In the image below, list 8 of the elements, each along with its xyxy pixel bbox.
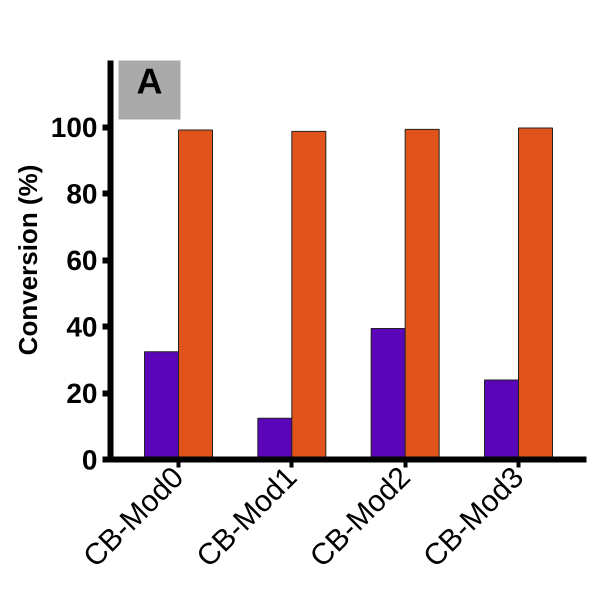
y-axis-title: Conversion (%)	[12, 164, 43, 356]
y-tick-label: 0	[82, 444, 98, 476]
y-tick-label: 100	[50, 112, 98, 143]
y-tick-label: 40	[66, 312, 98, 342]
y-tick-label: 80	[66, 178, 98, 210]
annotation: A	[136, 60, 162, 102]
y-tick-label: 60	[66, 245, 98, 276]
y-tick-label: 20	[66, 378, 98, 409]
